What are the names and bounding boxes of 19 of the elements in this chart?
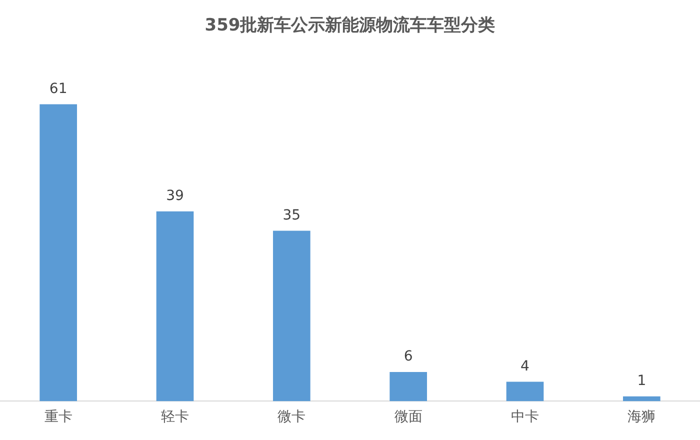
x-tick-label: 海狮 (628, 409, 656, 426)
bar (506, 382, 544, 402)
data-label: 35 (282, 207, 301, 224)
bar (390, 372, 427, 402)
data-label: 39 (166, 188, 184, 204)
x-tick-label: 轻卡 (161, 409, 189, 426)
bar (156, 211, 194, 402)
bar (40, 104, 77, 402)
x-tick-label: 微面 (394, 409, 422, 426)
data-label: 1 (637, 372, 646, 389)
chart-title: 359批新车公示新能源物流车车型分类 (204, 16, 496, 36)
data-label: 4 (520, 358, 530, 374)
bar (623, 396, 660, 402)
x-tick-label: 重卡 (44, 409, 72, 426)
x-tick-label: 微卡 (278, 409, 306, 426)
data-label: 61 (49, 80, 68, 97)
data-label: 6 (404, 348, 413, 365)
bar (273, 230, 310, 402)
x-tick-label: 中卡 (511, 409, 539, 426)
